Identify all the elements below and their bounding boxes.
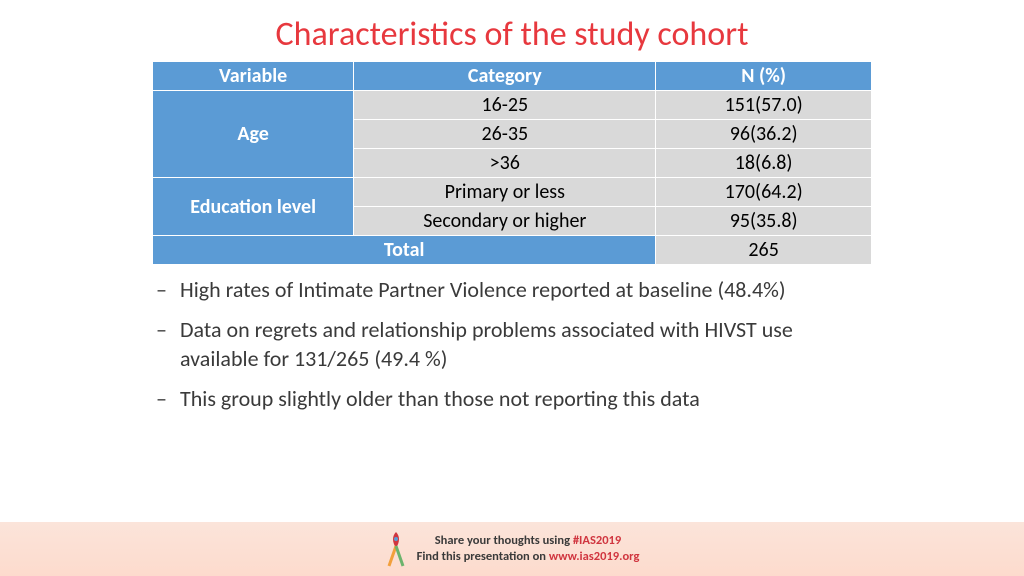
footer-line-1: Share your thoughts using #IAS2019 bbox=[417, 533, 640, 549]
footer-bar: Share your thoughts using #IAS2019 Find … bbox=[0, 522, 1024, 576]
table-row: Education level Primary or less 170(64.2… bbox=[153, 178, 872, 207]
cell-n: 96(36.2) bbox=[656, 120, 872, 149]
cell-n: 170(64.2) bbox=[656, 178, 872, 207]
total-label: Total bbox=[153, 236, 656, 265]
footer-l1a: Share your thoughts using bbox=[435, 533, 573, 548]
table: Variable Category N (%) Age 16-25 151(57… bbox=[152, 61, 872, 265]
ribbon-icon bbox=[385, 530, 407, 568]
table-total-row: Total 265 bbox=[153, 236, 872, 265]
cell-category: Primary or less bbox=[354, 178, 656, 207]
cell-category: 26-35 bbox=[354, 120, 656, 149]
slide: Characteristics of the study cohort Vari… bbox=[0, 0, 1024, 576]
table-header-row: Variable Category N (%) bbox=[153, 62, 872, 91]
cell-n: 18(6.8) bbox=[656, 149, 872, 178]
footer-line-2: Find this presentation on www.ias2019.or… bbox=[417, 549, 640, 565]
col-variable: Variable bbox=[153, 62, 354, 91]
bullet-item: This group slightly older than those not… bbox=[152, 384, 872, 414]
var-age: Age bbox=[153, 91, 354, 178]
slide-title: Characteristics of the study cohort bbox=[0, 0, 1024, 61]
col-category: Category bbox=[354, 62, 656, 91]
cell-n: 95(35.8) bbox=[656, 207, 872, 236]
footer-url: www.ias2019.org bbox=[549, 549, 640, 564]
footer-hashtag: #IAS2019 bbox=[573, 533, 621, 548]
var-education: Education level bbox=[153, 178, 354, 236]
cell-category: 16-25 bbox=[354, 91, 656, 120]
footer-text: Share your thoughts using #IAS2019 Find … bbox=[417, 533, 640, 564]
table-row: Age 16-25 151(57.0) bbox=[153, 91, 872, 120]
bullet-list: High rates of Intimate Partner Violence … bbox=[152, 275, 872, 414]
footer-inner: Share your thoughts using #IAS2019 Find … bbox=[385, 530, 640, 568]
cell-category: Secondary or higher bbox=[354, 207, 656, 236]
bullet-item: High rates of Intimate Partner Violence … bbox=[152, 275, 872, 305]
footer-l2a: Find this presentation on bbox=[417, 549, 549, 564]
bullet-item: Data on regrets and relationship problem… bbox=[152, 315, 872, 374]
cohort-table: Variable Category N (%) Age 16-25 151(57… bbox=[152, 61, 872, 265]
col-n: N (%) bbox=[656, 62, 872, 91]
cell-n: 151(57.0) bbox=[656, 91, 872, 120]
cell-category: >36 bbox=[354, 149, 656, 178]
total-value: 265 bbox=[656, 236, 872, 265]
